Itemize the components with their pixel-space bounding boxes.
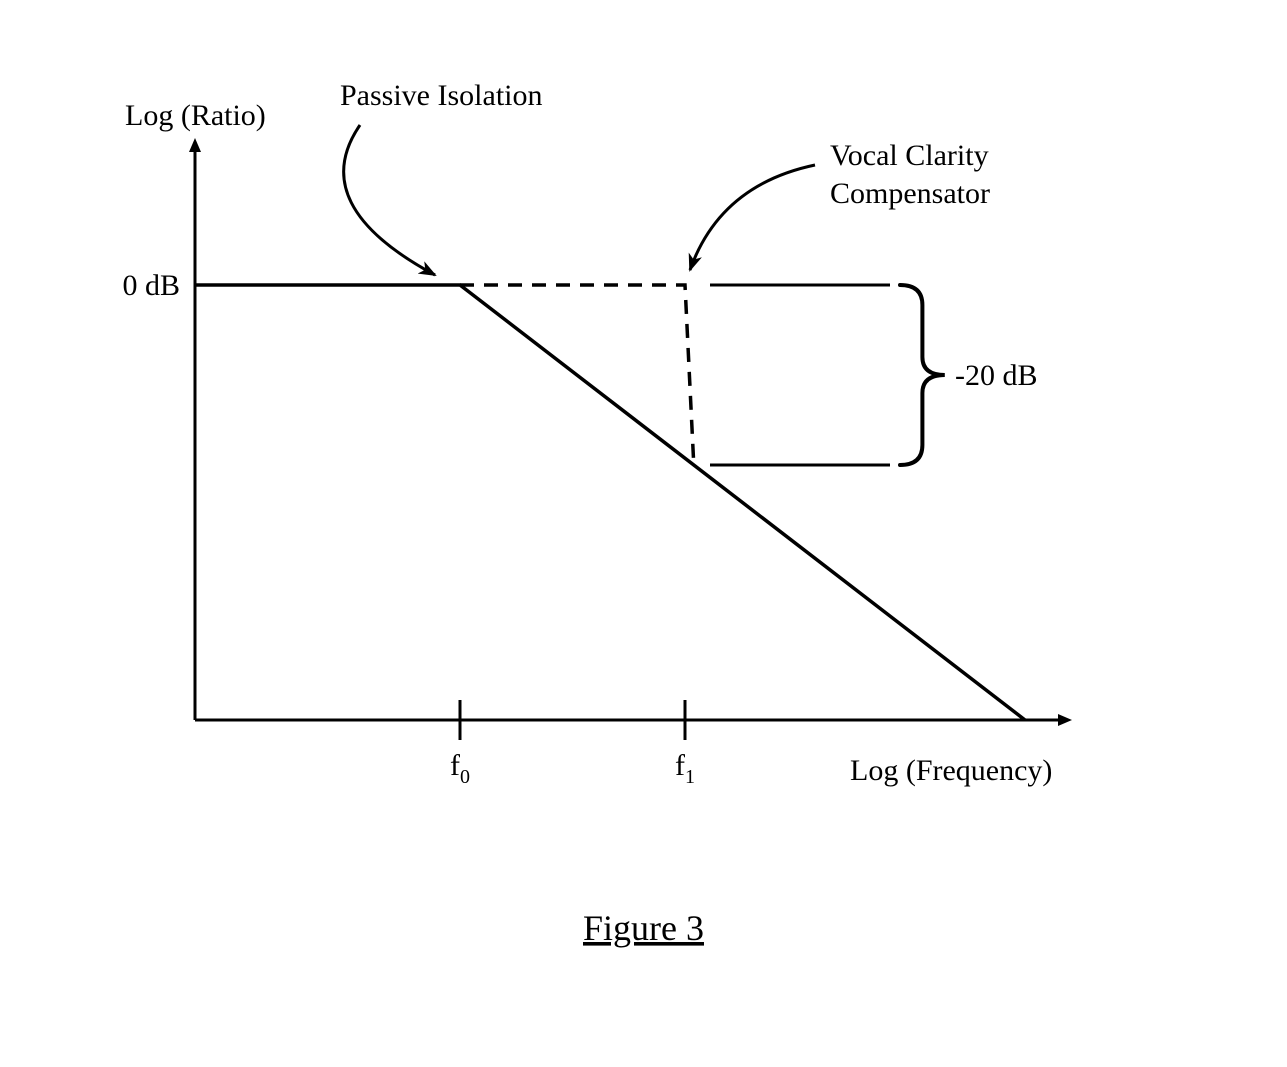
x-tick-label-1: f1	[675, 749, 695, 788]
callout-label-passive: Passive Isolation	[340, 79, 543, 112]
brace-label: -20 dB	[955, 359, 1038, 392]
figure-label: Figure 3	[583, 908, 704, 948]
y-axis-label: Log (Ratio)	[125, 99, 266, 132]
passive-isolation-curve	[195, 285, 1025, 720]
y-tick-0db: 0 dB	[122, 269, 180, 302]
callout-label-vocal-line1: Vocal Clarity	[830, 139, 989, 172]
brace-20db	[900, 285, 945, 465]
x-ticks: f0 f1	[450, 700, 695, 788]
x-tick-label-0: f0	[450, 749, 470, 788]
callout-arrow-passive	[344, 125, 435, 275]
callout-arrow-vocal	[690, 165, 815, 270]
callout-label-vocal-line2: Compensator	[830, 177, 990, 210]
x-axis-label: Log (Frequency)	[850, 754, 1052, 787]
frequency-response-diagram: Log (Ratio) Log (Frequency) 0 dB f0 f1 -2…	[0, 0, 1287, 1067]
